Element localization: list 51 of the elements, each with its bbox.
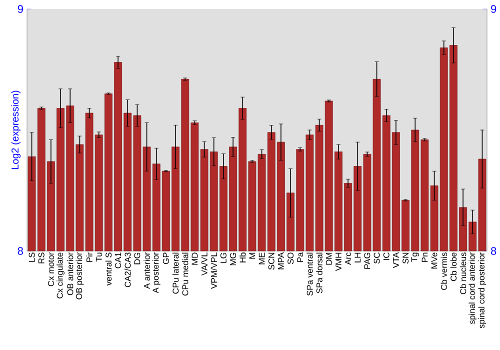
x-tick-label: Cb nucleus — [460, 252, 466, 294]
x-tick-label: SC — [374, 252, 380, 264]
x-tick-label: GP — [162, 252, 169, 264]
x-tick-label: Hb — [240, 252, 246, 262]
x-tick-label: SO — [288, 252, 294, 264]
y2-tick-label: 9 — [491, 5, 496, 13]
x-tick-label: DM — [326, 252, 332, 265]
x-tick-label: SN — [402, 252, 409, 264]
x-tick-label: SCN — [268, 252, 274, 270]
x-tick-label: Cx cingulate — [56, 252, 64, 298]
x-tick-label: LG — [220, 252, 226, 263]
x-tick-label: CA1 — [115, 252, 122, 268]
x-tick-label: Pn — [422, 252, 428, 262]
x-tick-label: Arc — [345, 252, 351, 265]
x-tick-label: Tg — [411, 252, 419, 262]
x-tick-label: RS — [38, 252, 44, 264]
x-tick-label: IC — [383, 252, 390, 260]
x-tick-label: DG — [134, 252, 140, 264]
x-tick-label: LH — [354, 252, 361, 262]
x-tick-label: OB anterior — [67, 252, 74, 296]
x-tick-label: OB posterior — [76, 252, 84, 300]
x-tick-label: CPu medial — [182, 252, 188, 296]
x-tick-label: VMH — [336, 252, 342, 271]
x-tick-label: MVe — [431, 252, 438, 268]
x-tick-label: Pa — [297, 252, 304, 262]
y-axis-title: Log2 (expression) — [11, 90, 21, 170]
x-tick-label: PAG — [364, 252, 370, 269]
x-tick-label: Tu — [96, 252, 102, 262]
y2-tick-label: 8 — [491, 247, 496, 255]
x-tick-label: A posterior — [152, 252, 160, 294]
x-tick-label: Cb lobe — [450, 252, 457, 281]
x-tick-label: VA/VL — [201, 252, 208, 276]
x-tick-label: MPA — [278, 252, 284, 270]
x-tick-label: MD — [192, 252, 198, 265]
x-tick-label: A anterior — [144, 252, 150, 289]
x-tick-label: SPa ventral — [306, 252, 313, 296]
x-tick-label: SPa dorsal — [316, 252, 322, 294]
x-tick-label: ventral S — [105, 252, 112, 286]
x-tick-label: spinal cord posterior — [478, 252, 486, 328]
x-tick-label: Pir — [86, 252, 92, 262]
x-tick-label: CPu lateral — [172, 252, 179, 294]
x-tick-label: Cx motor — [48, 252, 54, 286]
x-tick-label: VPM/VPL — [210, 252, 217, 289]
x-tick-label: CA2/CA3 — [124, 252, 131, 288]
x-tick-label: spinal cord anterior — [468, 252, 477, 324]
x-tick-label: VTA — [393, 252, 399, 268]
x-tick-label: Cb vermis — [440, 252, 447, 290]
x-tick-label: ME — [258, 252, 265, 264]
x-tick-label: MG — [230, 252, 236, 266]
x-tick-label: M — [249, 252, 256, 259]
x-tick-label: LS — [28, 252, 35, 262]
